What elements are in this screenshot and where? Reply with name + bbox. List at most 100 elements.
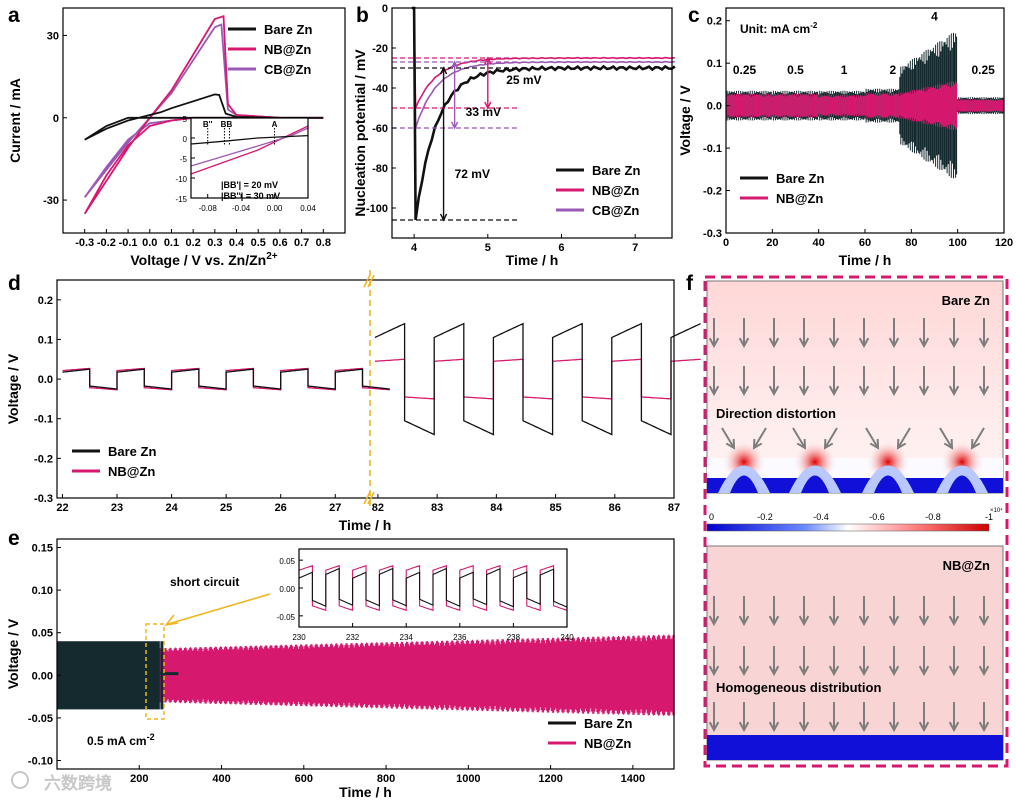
legend-label: NB@Zn	[108, 464, 155, 479]
panel-a: -0.3 -0.2 -0.1 0.0 0.1 0.2 0.3 0.4 0.5 0.6 0.7 0.8 -…	[7, 7, 346, 268]
nucleation-curve-0	[411, 7, 676, 129]
legend-label: Bare Zn	[776, 171, 824, 186]
x-tick-label: 200	[130, 773, 148, 785]
legend-label: Bare Zn	[264, 22, 312, 37]
cv-curve-0	[84, 93, 324, 141]
x-tick-label: 0.1	[164, 237, 179, 249]
x-tick-label: 0.0	[142, 237, 157, 249]
field-arrow-head	[978, 665, 990, 677]
legend-label: Bare Zn	[584, 716, 632, 731]
inset-marker-label: B	[227, 120, 233, 129]
field-arrow-head	[888, 721, 900, 733]
y-axis-label: Nucleation potential / mV	[352, 49, 368, 217]
plot-frame	[56, 538, 675, 770]
cycle-curve-right-bare	[374, 322, 701, 436]
legend-label: Bare Zn	[108, 444, 156, 459]
y-tick-label: 0.1	[707, 58, 722, 70]
field-arrow-head	[768, 721, 780, 733]
x-tick-label: 240	[560, 633, 574, 642]
legend-label: Bare Zn	[592, 163, 640, 178]
y-axis-label: Current / mA	[7, 78, 23, 163]
y-tick-label: 0.1	[38, 334, 53, 346]
field-arrow-distorted-head	[970, 438, 981, 450]
field-arrow-head	[948, 665, 960, 677]
field-arrow-head	[798, 665, 810, 677]
nb-zn-label: NB@Zn	[943, 558, 990, 573]
y-tick-label: 0	[183, 135, 188, 144]
y-tick-label: 0.15	[32, 543, 53, 555]
x-tick-label: 120	[995, 237, 1013, 249]
short-circuit-label: short circuit	[170, 575, 239, 589]
x-tick-label: 87	[668, 502, 680, 514]
field-arrow-distorted-head	[896, 438, 907, 450]
field-arrow-head	[738, 615, 750, 627]
x-tick-label: 0.4	[229, 237, 245, 249]
inset-curve-bare	[190, 134, 309, 145]
x-tick-label: -0.08	[199, 204, 218, 213]
x-tick-label: 0.00	[267, 204, 283, 213]
x-tick-label: 40	[813, 237, 825, 249]
field-arrow-head	[828, 721, 840, 733]
inset-curve-bare	[298, 567, 568, 608]
y-tick-label: -30	[43, 195, 59, 207]
x-tick-label: 0.8	[316, 237, 331, 249]
current-density-label: 0.5 mA cm-2	[87, 732, 155, 748]
arrow-head	[484, 56, 492, 65]
panel-label-a: a	[8, 4, 20, 27]
y-tick-label: 0.00	[279, 585, 295, 594]
unit-label: Unit: mA cm-2	[740, 21, 818, 36]
y-tick-label: -40	[372, 83, 388, 95]
x-tick-label: 236	[453, 633, 467, 642]
field-arrow-head	[768, 665, 780, 677]
x-tick-label: 0.2	[186, 237, 201, 249]
inset-marker-label: B'	[221, 120, 229, 129]
x-tick-label: 1000	[456, 773, 480, 785]
y-tick-label: 0	[382, 3, 388, 15]
x-tick-label: 26	[275, 502, 287, 514]
y-tick-label: 0	[53, 113, 59, 125]
x-tick-label: 82	[372, 502, 384, 514]
x-tick-label: 22	[56, 502, 68, 514]
annotation-cb: 33 mV	[466, 105, 501, 119]
field-arrow-head	[948, 615, 960, 627]
panel-f-frame	[703, 275, 1009, 768]
x-tick-label: -0.3	[75, 237, 94, 249]
x-tick-label: 84	[490, 502, 503, 514]
field-arrow-head	[888, 615, 900, 627]
arrow-head	[439, 66, 448, 75]
field-arrow-head	[948, 385, 960, 397]
y-tick-label: 0.05	[279, 557, 295, 566]
colorbar-tick: -0.2	[757, 512, 773, 522]
field-arrow-distorted	[753, 427, 767, 449]
field-arrow-distorted-head	[943, 438, 954, 450]
field-arrow-head	[918, 385, 930, 397]
y-tick-label: -60	[372, 123, 388, 135]
panel-f: Bare Zn Direction distortion 0 -0.2 -0.4 -0.6…	[703, 275, 1009, 768]
panel-d: -0.3 -0.2 -0.1 0.0 0.1 0.2 22 23 24 25 26 27 82 83 84 8…	[5, 270, 701, 533]
x-tick-label: 0.5	[251, 237, 266, 249]
x-tick-label: 238	[507, 633, 521, 642]
panel-c: 0 20 40 60 80 100 120 -0.3 -0.2 -0.1 0.0 0.1 0.2 Volt…	[677, 7, 1013, 268]
plot-frame	[391, 7, 673, 239]
y-tick-label: -80	[372, 163, 388, 175]
x-tick-label: 20	[766, 237, 778, 249]
field-arrow-head	[738, 385, 750, 397]
zn-protrusion	[801, 475, 829, 493]
x-tick-label: 0.7	[294, 237, 309, 249]
x-tick-label: 60	[859, 237, 871, 249]
field-arrow-head	[708, 721, 720, 733]
legend-label: NB@Zn	[264, 42, 311, 57]
bare-zn-label: Bare Zn	[942, 293, 990, 308]
field-arrow-head	[828, 615, 840, 627]
cycle-curve-right-nb	[374, 358, 701, 400]
field-arrow-head	[948, 337, 960, 349]
x-tick-label: 7	[632, 242, 638, 254]
x-tick-label: 83	[431, 502, 443, 514]
y-tick-label: 0.10	[32, 585, 53, 597]
x-tick-label: 0	[723, 237, 729, 249]
y-tick-label: 0.0	[38, 374, 53, 386]
x-tick-label: -0.2	[97, 237, 116, 249]
field-arrow-distorted-head	[796, 438, 807, 450]
field-arrow-distorted-head	[869, 438, 880, 450]
arrow-head	[451, 60, 459, 69]
